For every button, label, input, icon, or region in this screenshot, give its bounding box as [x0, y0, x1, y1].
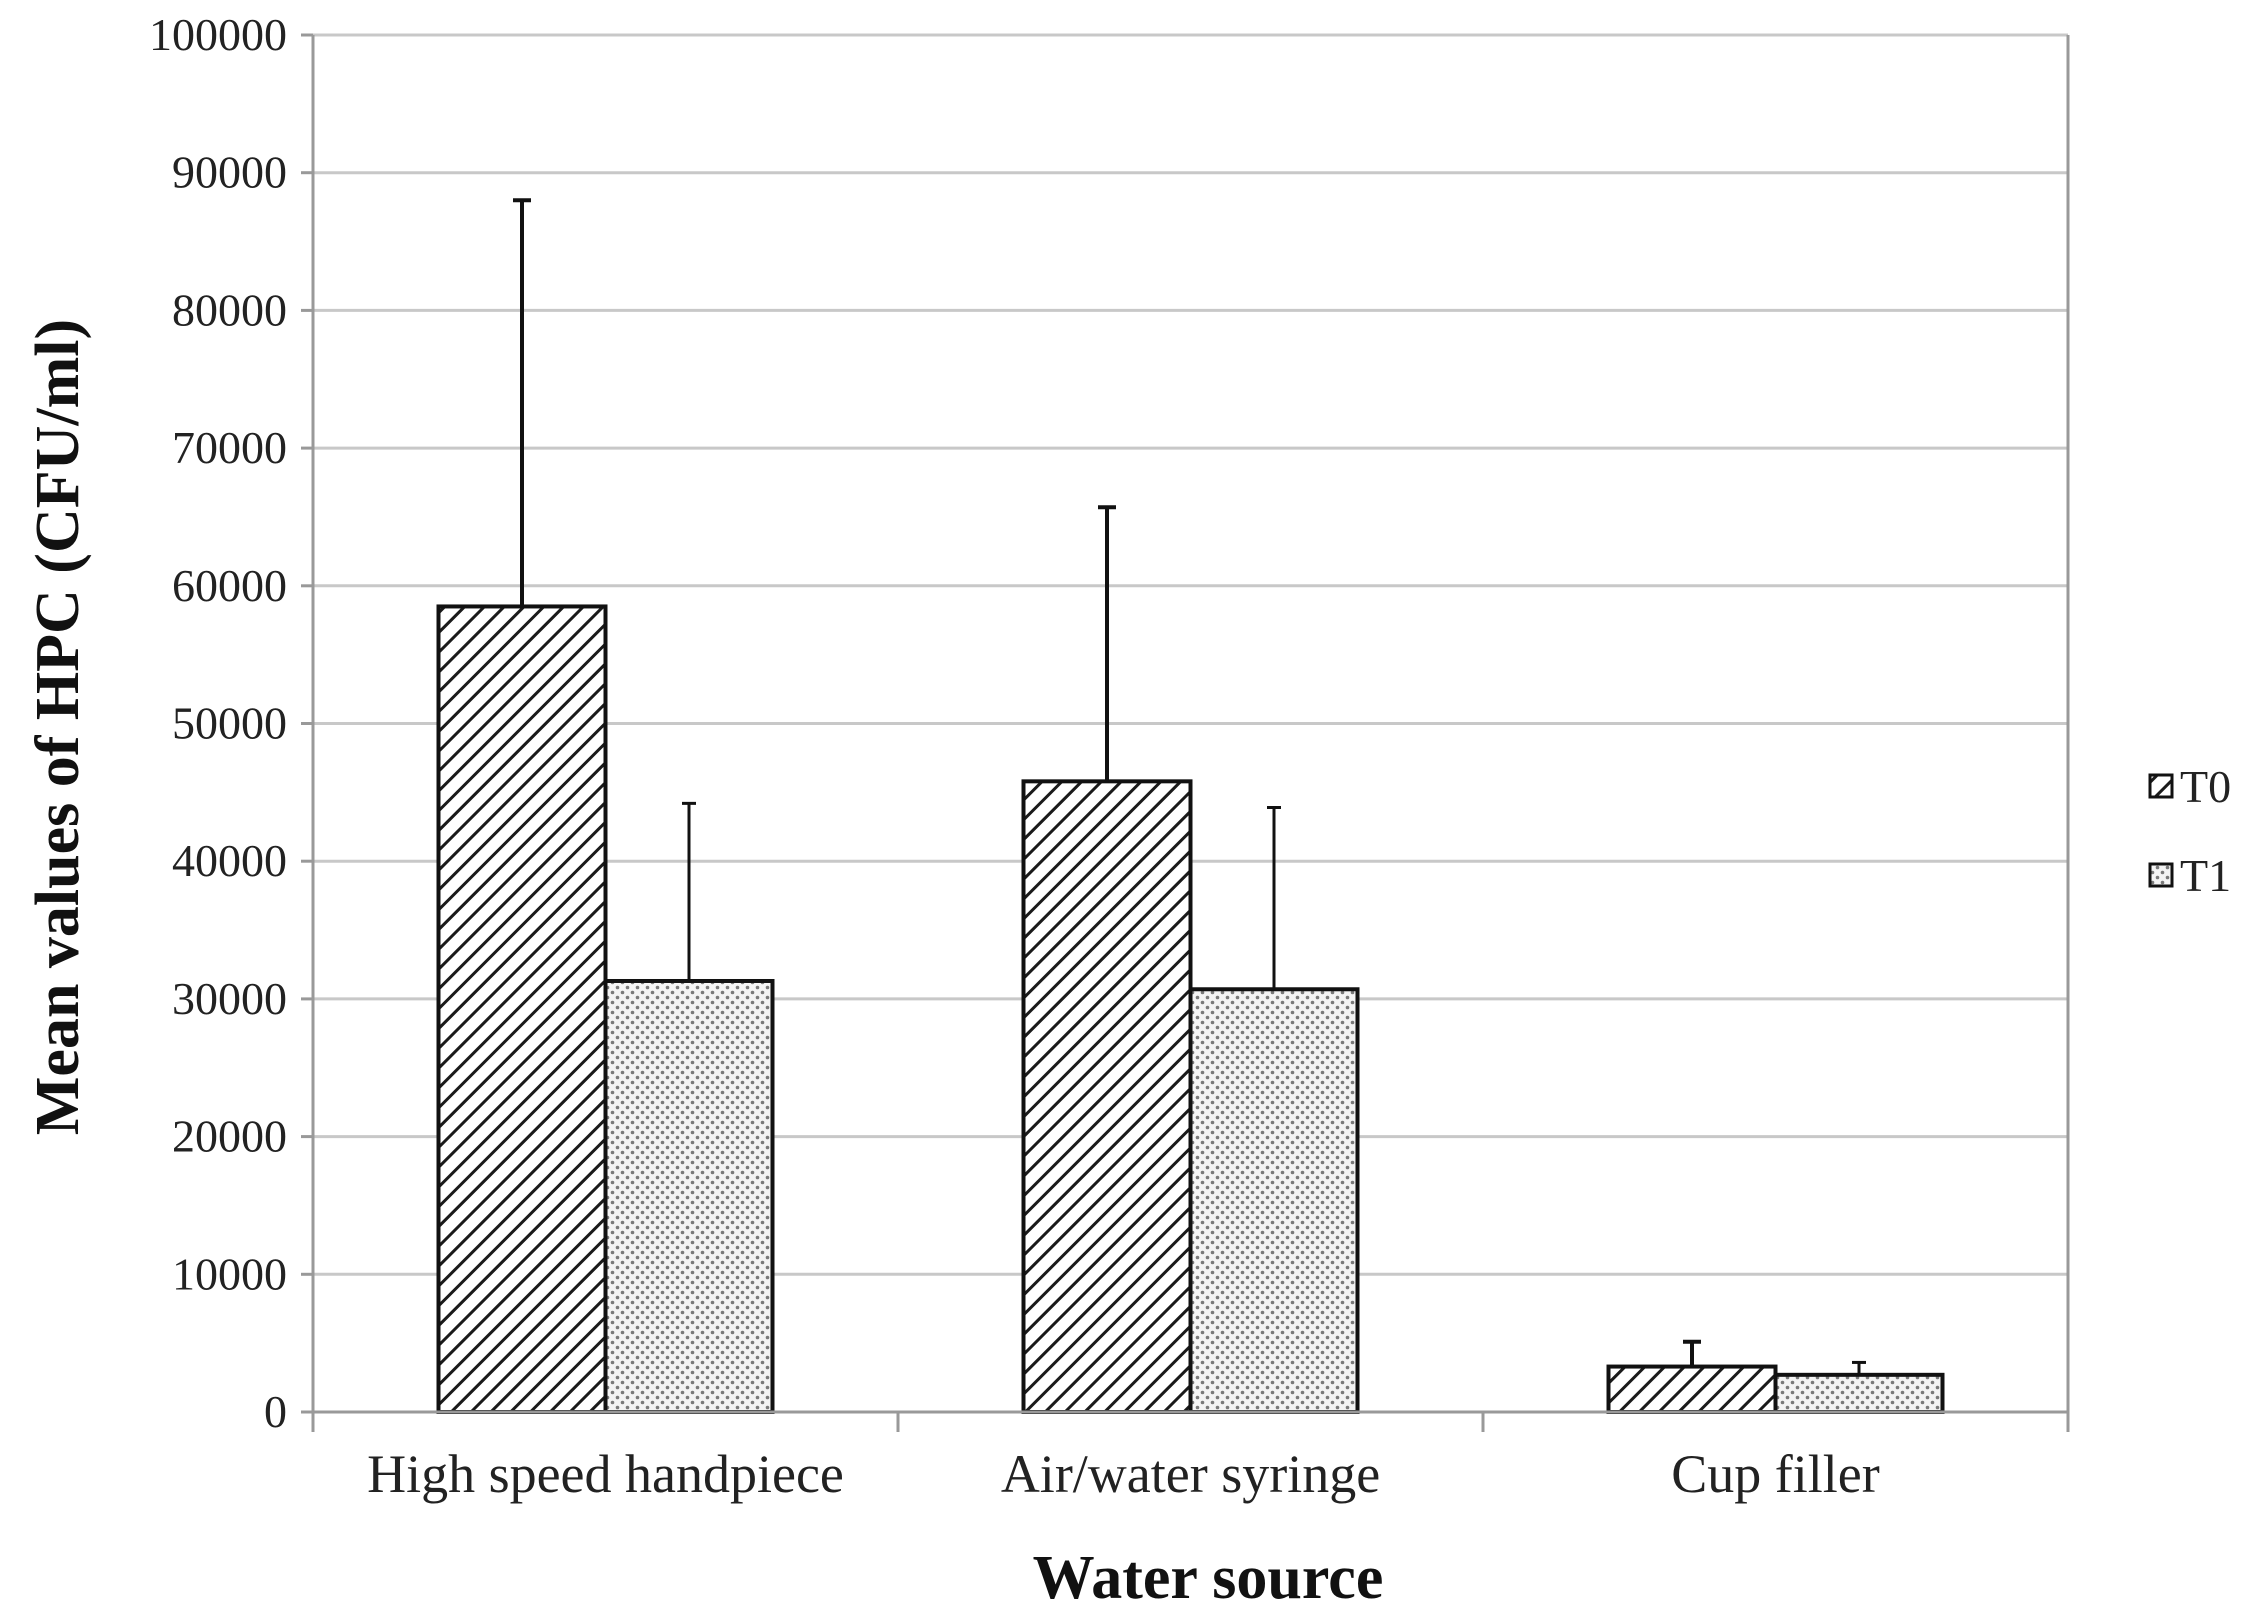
- bar-t1: [1188, 987, 1360, 1414]
- error-bars: [513, 198, 1866, 1375]
- y-tick-label: 50000: [172, 698, 287, 749]
- legend-label-t0: T0: [2180, 761, 2231, 812]
- legend-swatch-t0: [2148, 773, 2174, 799]
- axes: [311, 35, 2070, 1432]
- x-axis-title: Water source: [1033, 1544, 1384, 1612]
- legend-swatch-t1: [2148, 862, 2174, 888]
- y-axis-title: Mean values of HPC (CFU/ml): [24, 319, 92, 1135]
- bar-t0: [1021, 779, 1193, 1414]
- bars: [436, 604, 1945, 1415]
- y-tick-label: 80000: [172, 284, 287, 335]
- y-tick-label: 0: [264, 1386, 287, 1437]
- y-tick-label: 70000: [172, 422, 287, 473]
- legend: T0 T1: [2148, 761, 2231, 901]
- x-axis-categories: High speed handpiece Air/water syringe Cup…: [367, 1444, 1880, 1504]
- legend-label-t1: T1: [2180, 850, 2231, 901]
- bar-t0: [436, 604, 608, 1414]
- y-tick-label: 90000: [172, 147, 287, 198]
- y-tick-label: 30000: [172, 973, 287, 1024]
- x-category-label: High speed handpiece: [367, 1444, 844, 1504]
- y-tick-label: 40000: [172, 835, 287, 886]
- x-category-label: Cup filler: [1671, 1444, 1879, 1504]
- y-tick-label: 100000: [149, 9, 287, 60]
- y-tick-label: 60000: [172, 560, 287, 611]
- y-tick-label: 20000: [172, 1111, 287, 1162]
- bar-t1: [603, 978, 775, 1415]
- bar-t0: [1606, 1364, 1778, 1414]
- bar-t1: [1773, 1372, 1945, 1415]
- y-tick-label: 10000: [172, 1248, 287, 1299]
- x-category-label: Air/water syringe: [1001, 1444, 1380, 1504]
- y-axis-ticks: 0 10000 20000 30000 40000 50000 60000 70000 8000…: [149, 9, 313, 1437]
